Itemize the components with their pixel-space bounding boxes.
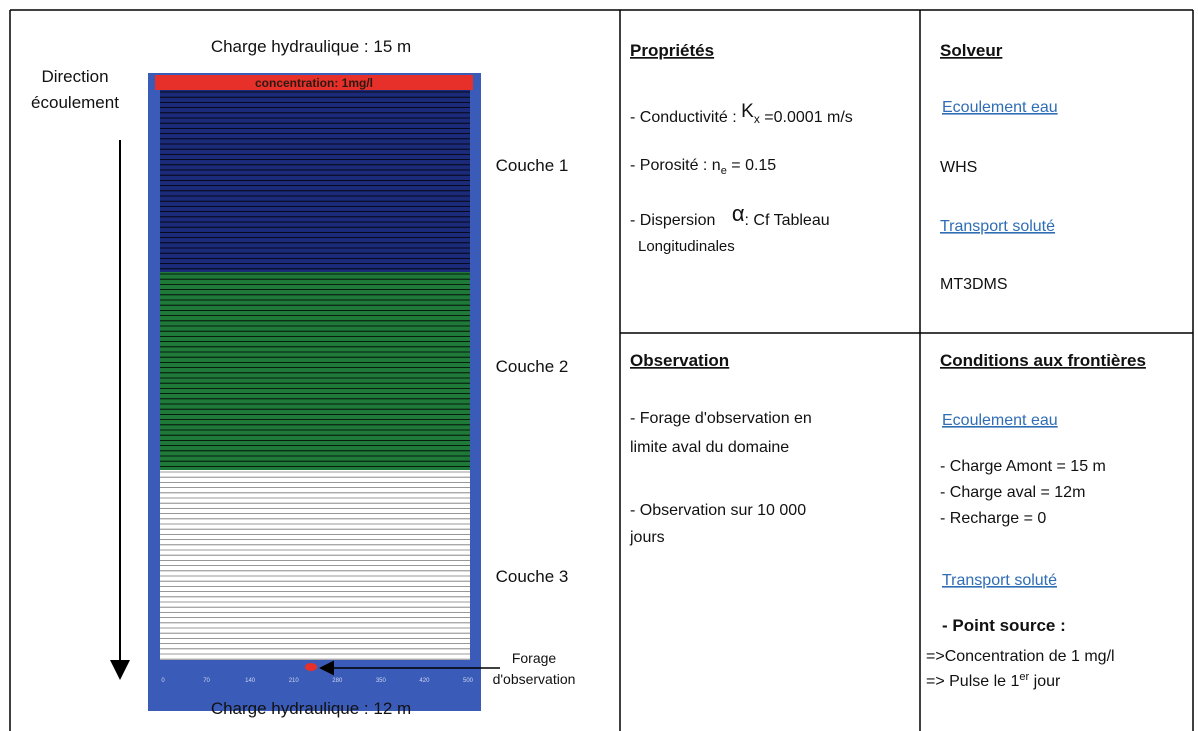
section-link: Transport soluté (942, 572, 1057, 589)
top-head: Charge hydraulique : 15 m (211, 37, 411, 56)
property: - Conductivité : Kx =0.0001 m/s (630, 101, 853, 126)
layer-3 (160, 470, 470, 660)
axis-label: 140 (245, 678, 256, 684)
axis-label: 0 (161, 678, 165, 684)
model-grid (160, 91, 470, 660)
property: - Dispersion α: Cf Tableau (630, 201, 830, 229)
obs-line: - Observation sur 10 000 (630, 502, 806, 519)
axis-label: 70 (203, 678, 210, 684)
well-marker (305, 663, 317, 671)
layer-1 (160, 90, 470, 272)
panel-title: Observation (630, 351, 729, 370)
axis-label: 420 (419, 678, 430, 684)
bc-line: =>Concentration de 1 mg/l (926, 648, 1115, 665)
obs-line: - Forage d'observation en (630, 410, 812, 427)
well-label: d'observation (493, 671, 576, 687)
axis-label: 350 (376, 678, 387, 684)
panel-title: Conditions aux frontières (940, 351, 1146, 370)
solver-value: WHS (940, 159, 977, 176)
property: Longitudinales (638, 238, 735, 255)
axis-label: 280 (332, 678, 343, 684)
section-link: Ecoulement eau (942, 99, 1058, 116)
axis-label: 210 (289, 678, 300, 684)
source-label: concentration: 1mg/l (255, 76, 373, 90)
source-band (155, 75, 473, 90)
bc-line: => Pulse le 1er jour (926, 671, 1061, 690)
layer-label: Couche 2 (496, 357, 569, 376)
axis: 0 70 140 210 280 350 420 500 (161, 678, 473, 684)
well-label: Forage (512, 650, 557, 666)
direction: Direction (41, 67, 108, 86)
axis-label: 500 (463, 678, 474, 684)
solver-value: MT3DMS (940, 276, 1008, 293)
bc-line: - Charge Amont = 15 m (940, 458, 1106, 475)
section-link: Ecoulement eau (942, 412, 1058, 429)
panel-title: Solveur (940, 41, 1003, 60)
obs-line: limite aval du domaine (630, 439, 789, 456)
direction: écoulement (31, 93, 119, 112)
obs-line: jours (629, 529, 665, 546)
bc-line: - Recharge = 0 (940, 510, 1046, 527)
property: - Porosité : ne = 0.15 (630, 157, 776, 177)
layer-label: Couche 1 (496, 156, 569, 175)
section-link: Transport soluté (940, 218, 1055, 235)
layer-label: Couche 3 (496, 567, 569, 586)
panel-title: Propriétés (630, 41, 714, 60)
bc-line: - Point source : (942, 616, 1066, 635)
frame (9, 9, 1194, 731)
bottom-head: Charge hydraulique : 12 m (211, 699, 411, 718)
bc-line: - Charge aval = 12m (940, 484, 1085, 501)
